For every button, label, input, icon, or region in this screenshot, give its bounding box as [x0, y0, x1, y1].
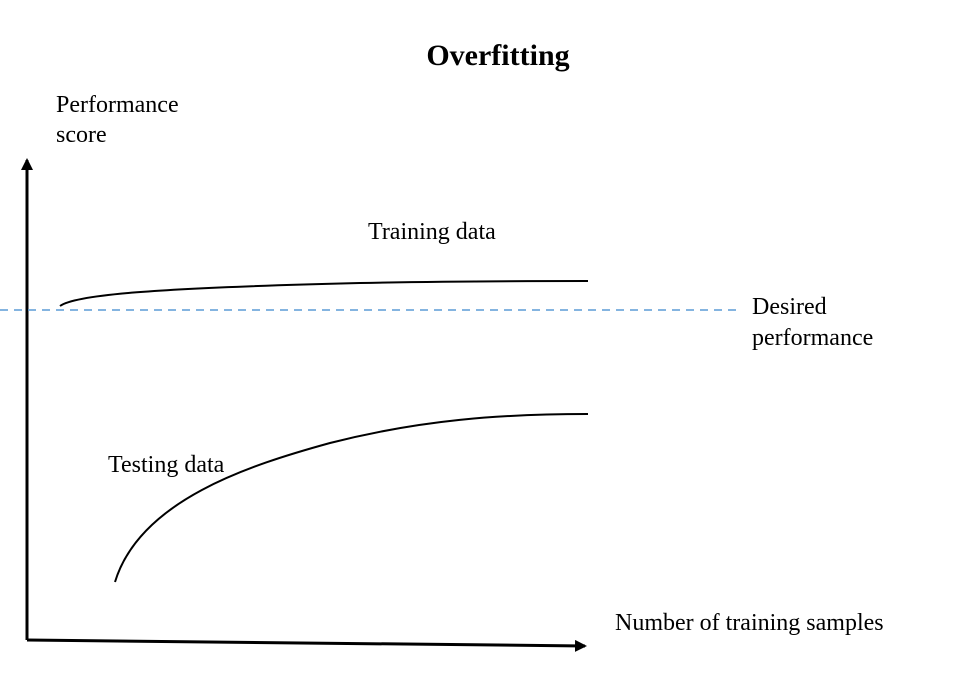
- training-data-curve: [59, 280, 589, 307]
- desired-performance-label: Desired performance: [752, 294, 873, 351]
- x-axis-label: Number of training samples: [615, 610, 884, 636]
- desired-performance-label-line1: Desired: [752, 294, 827, 320]
- testing-data-label: Testing data: [108, 452, 225, 478]
- desired-performance-label-line2: performance: [752, 325, 873, 351]
- y-axis-label-line1: Performance: [56, 92, 179, 118]
- diagram-title: Overfitting: [426, 39, 569, 72]
- x-axis: [26, 638, 587, 652]
- y-axis-label: Performance score: [56, 92, 185, 148]
- y-axis-label-line2: score: [56, 122, 107, 148]
- training-data-label: Training data: [368, 219, 496, 245]
- testing-data-curve: [114, 413, 589, 583]
